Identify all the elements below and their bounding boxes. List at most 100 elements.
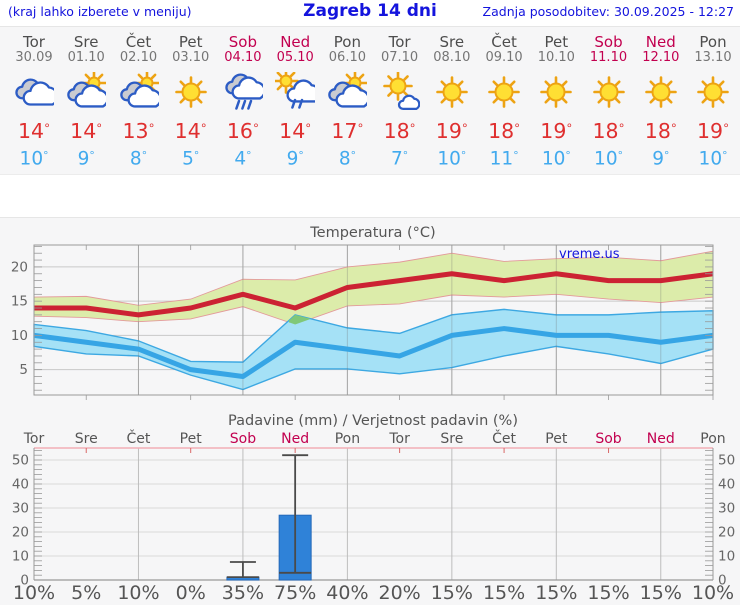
temp-max: 19°	[435, 118, 468, 143]
degree-symbol: °	[722, 148, 728, 162]
weather-icon-cell	[112, 70, 166, 112]
temperature-chart: Temperatura (°C) 5 10 15 20	[11, 225, 714, 400]
sunny-icon	[697, 76, 729, 108]
degree-symbol: °	[44, 121, 51, 135]
precip-probability: 75%	[274, 582, 316, 604]
day-name: Ned	[280, 33, 311, 51]
precip-day-label: Sre	[440, 431, 463, 447]
precip-probability: 15%	[587, 582, 629, 604]
precip-probability: 10%	[692, 582, 734, 604]
spacer	[0, 175, 740, 217]
sun-rain-icon	[273, 68, 321, 109]
degree-symbol: °	[409, 121, 416, 135]
temp-min: 10°	[19, 148, 49, 170]
precip-probability: 0%	[176, 582, 206, 604]
temp-line	[34, 271, 714, 318]
precip-day-label: Tor	[388, 431, 410, 447]
forecast-day-column: Ned 12.10 18° 9°	[634, 27, 688, 171]
last-update-text: Zadnja posodobitev: 30.09.2025 - 12:27	[482, 4, 734, 19]
day-date: 13.10	[694, 50, 732, 65]
temp-max: 17°	[331, 118, 364, 143]
temp-min: 10°	[594, 148, 623, 170]
precip-day-label: Čet	[127, 429, 151, 447]
degree-symbol: °	[193, 148, 200, 162]
temp-max: 14°	[174, 118, 207, 143]
forecast-day-column: Sre 08.10 19° 10°	[425, 27, 479, 171]
precip-probability: 20%	[378, 582, 420, 604]
day-date: 08.10	[433, 50, 471, 65]
precip-day-label: Pet	[545, 431, 568, 447]
weather-icon-cell	[477, 72, 531, 112]
day-date: 03.10	[172, 50, 210, 65]
degree-symbol: °	[305, 121, 312, 135]
degree-symbol: °	[141, 148, 148, 162]
temp-ytick-label: 15	[11, 294, 28, 310]
weather-icon-cell	[320, 70, 374, 112]
weather-icon-cell	[686, 72, 740, 112]
degree-symbol: °	[460, 148, 467, 162]
temp-chart-title: Temperatura (°C)	[309, 225, 435, 241]
day-name: Čet	[125, 33, 152, 51]
forecast-day-column: Pet 03.10 14° 5°	[164, 27, 218, 171]
sunny-icon	[174, 76, 207, 108]
band-overlap	[288, 314, 310, 325]
degree-symbol: °	[298, 148, 304, 162]
temp-min: 9°	[652, 148, 670, 170]
day-name: Pon	[333, 33, 361, 51]
day-date: 09.10	[485, 50, 523, 65]
precip-day-label: Sre	[75, 431, 98, 447]
weather-icon-cell	[582, 72, 636, 112]
partly-cloudy-icon	[119, 70, 162, 108]
forecast-day-column: Sob 04.10 16° 4°	[216, 27, 270, 171]
precip-probability: 40%	[326, 582, 368, 604]
precip-ytick-left: 40	[12, 477, 29, 493]
degree-symbol: °	[617, 148, 623, 162]
degree-symbol: °	[513, 148, 519, 162]
degree-symbol: °	[514, 121, 521, 135]
precip-ytick-left: 20	[12, 525, 29, 541]
degree-symbol: °	[96, 121, 103, 135]
sunny-icon	[435, 76, 468, 108]
precip-day-label: Sob	[595, 431, 621, 447]
degree-symbol: °	[664, 148, 670, 162]
sunny-icon	[592, 76, 625, 108]
day-date: 01.10	[67, 50, 105, 65]
precip-day-label: Ned	[281, 431, 309, 447]
day-date: 05.10	[276, 50, 314, 65]
precip-chart-title: Padavine (mm) / Verjetnost padavin (%)	[228, 413, 518, 429]
day-name: Sob	[228, 33, 257, 51]
day-name: Pet	[544, 33, 569, 51]
temp-max: 14°	[279, 118, 312, 143]
temp-max: 18°	[383, 118, 416, 143]
degree-symbol: °	[723, 121, 730, 135]
temp-max: 19°	[696, 118, 730, 143]
degree-symbol: °	[565, 148, 571, 162]
temp-ytick-label: 10	[11, 328, 28, 344]
precip-probability: 5%	[71, 582, 101, 604]
precip-probability: 10%	[117, 582, 159, 604]
degree-symbol: °	[252, 121, 259, 135]
sunny-icon	[540, 76, 573, 108]
weather-icon-cell	[7, 72, 61, 112]
temp-min: 8°	[129, 148, 148, 170]
precip-ytick-right: 10	[718, 549, 735, 565]
temp-line	[33, 326, 714, 380]
precip-day-label: Čet	[492, 429, 516, 447]
charts-panel: Temperatura (°C) 5 10 15 20 Padavine (mm) / …	[0, 217, 740, 605]
precip-ytick-left: 0	[20, 573, 29, 589]
temp-min: 11°	[489, 148, 519, 170]
mostly-sunny-icon	[382, 71, 420, 111]
partly-cloudy-icon	[328, 70, 371, 108]
page-header: (kraj lahko izberete v meniju) Zagreb 14…	[0, 0, 740, 26]
precip-ytick-right: 20	[718, 525, 735, 541]
temp-min: 10°	[698, 148, 728, 170]
vreme-us-link[interactable]: vreme.us	[559, 247, 620, 262]
precip-ytick-right: 30	[718, 501, 735, 517]
day-date: 04.10	[224, 50, 262, 65]
forecast-day-column: Pon 13.10 19° 10°	[686, 27, 740, 171]
forecast-day-column: Pon 06.10 17° 8°	[320, 27, 374, 171]
day-date: 11.10	[589, 50, 628, 65]
precip-probability: 10%	[13, 582, 55, 604]
day-date: 12.10	[642, 50, 680, 65]
weather-icon-cell	[59, 70, 113, 112]
